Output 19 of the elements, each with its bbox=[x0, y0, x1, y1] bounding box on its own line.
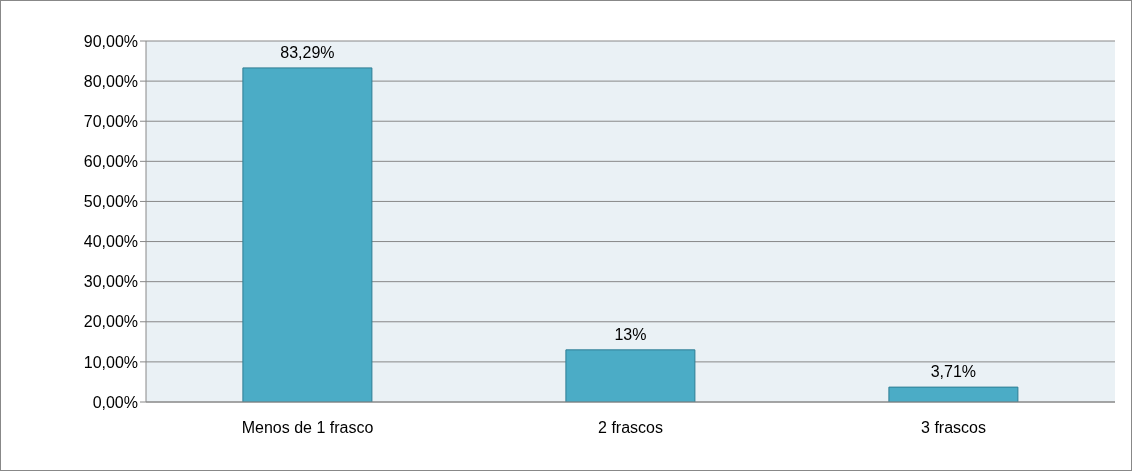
bar bbox=[565, 349, 696, 402]
bar bbox=[242, 67, 373, 402]
y-tick-label: 90,00% bbox=[83, 32, 138, 50]
y-tick-label: 20,00% bbox=[83, 313, 138, 331]
data-label: 13% bbox=[614, 325, 647, 343]
y-tick-label: 60,00% bbox=[83, 153, 138, 171]
x-tick-label: Menos de 1 frasco bbox=[241, 419, 374, 437]
y-tick-label: 80,00% bbox=[83, 72, 138, 90]
y-tick-label: 10,00% bbox=[83, 353, 138, 371]
y-tick-label: 30,00% bbox=[83, 273, 138, 291]
y-tick-label: 50,00% bbox=[83, 193, 138, 211]
data-label: 83,29% bbox=[280, 43, 335, 61]
x-tick-label: 3 frascos bbox=[921, 419, 986, 437]
y-tick-label: 70,00% bbox=[83, 112, 138, 130]
y-tick-label: 0,00% bbox=[92, 393, 138, 411]
data-label: 3,71% bbox=[930, 363, 977, 381]
x-tick-label: 2 frascos bbox=[598, 419, 663, 437]
y-tick-label: 40,00% bbox=[83, 233, 138, 251]
bar bbox=[888, 386, 1019, 402]
